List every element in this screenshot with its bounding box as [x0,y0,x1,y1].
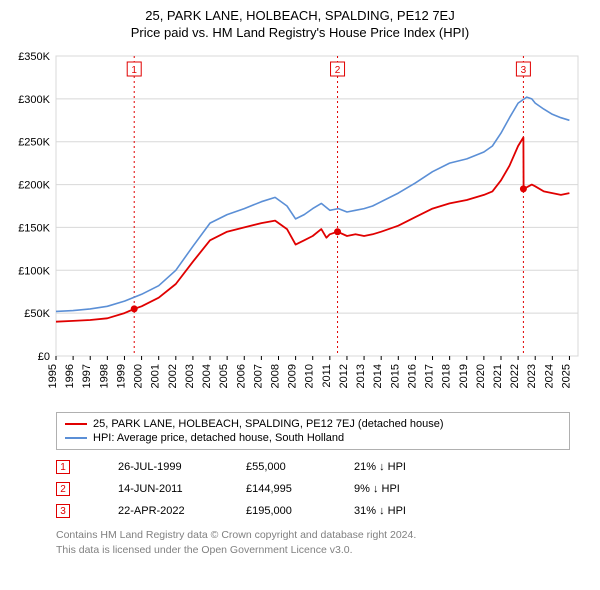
svg-text:2020: 2020 [475,364,487,388]
svg-text:2015: 2015 [389,364,401,388]
svg-text:2009: 2009 [287,364,299,388]
event-date-3: 22-APR-2022 [118,505,228,517]
event-row-1: 1 26-JUL-1999 £55,000 21% ↓ HPI [56,456,570,478]
svg-text:2012: 2012 [338,364,350,388]
svg-text:2001: 2001 [150,364,162,388]
svg-text:£50K: £50K [24,308,50,320]
svg-text:2004: 2004 [201,364,213,388]
svg-text:2000: 2000 [133,364,145,388]
svg-text:£200K: £200K [18,180,50,192]
svg-text:2014: 2014 [372,364,384,388]
event-diff-3: 31% ↓ HPI [354,505,406,517]
svg-text:2021: 2021 [492,364,504,388]
event-date-1: 26-JUL-1999 [118,461,228,473]
svg-text:2023: 2023 [526,364,538,388]
svg-text:2002: 2002 [167,364,179,388]
svg-text:3: 3 [521,65,527,76]
svg-text:2019: 2019 [458,364,470,388]
legend-item-hpi: HPI: Average price, detached house, Sout… [65,431,561,445]
event-row-3: 3 22-APR-2022 £195,000 31% ↓ HPI [56,500,570,522]
svg-text:2011: 2011 [321,364,333,388]
svg-text:1998: 1998 [98,364,110,388]
legend-label-hpi: HPI: Average price, detached house, Sout… [93,432,344,444]
svg-text:1997: 1997 [81,364,93,388]
svg-text:£350K: £350K [18,51,50,63]
price-chart: £0 £50K £100K £150K £200K £250K £300K £350K 1995… [10,46,590,406]
svg-text:£250K: £250K [18,137,50,149]
chart-container: 25, PARK LANE, HOLBEACH, SPALDING, PE12 … [0,0,600,567]
legend-label-property: 25, PARK LANE, HOLBEACH, SPALDING, PE12 … [93,418,444,430]
svg-text:2017: 2017 [424,364,436,388]
svg-text:2010: 2010 [304,364,316,388]
sale-events: 1 26-JUL-1999 £55,000 21% ↓ HPI 2 14-JUN… [56,456,570,522]
event-price-1: £55,000 [246,461,336,473]
event-price-3: £195,000 [246,505,336,517]
svg-text:2006: 2006 [235,364,247,388]
legend: 25, PARK LANE, HOLBEACH, SPALDING, PE12 … [56,412,570,450]
svg-text:1999: 1999 [115,364,127,388]
svg-text:£100K: £100K [18,265,50,277]
svg-text:2008: 2008 [269,364,281,388]
title-sub: Price paid vs. HM Land Registry's House … [10,25,590,40]
svg-text:£0: £0 [38,351,50,363]
attribution-line2: This data is licensed under the Open Gov… [56,543,570,558]
event-marker-2: 2 [56,482,70,496]
chart-svg: £0 £50K £100K £150K £200K £250K £300K £350K 1995… [10,46,590,406]
title-main: 25, PARK LANE, HOLBEACH, SPALDING, PE12 … [10,8,590,23]
svg-text:1: 1 [131,65,137,76]
svg-text:1995: 1995 [47,364,59,388]
legend-swatch-hpi [65,437,87,439]
svg-text:2007: 2007 [252,364,264,388]
svg-text:2005: 2005 [218,364,230,388]
legend-item-property: 25, PARK LANE, HOLBEACH, SPALDING, PE12 … [65,417,561,431]
svg-text:2025: 2025 [560,364,572,388]
svg-text:2022: 2022 [509,364,521,388]
legend-swatch-property [65,423,87,425]
attribution-line1: Contains HM Land Registry data © Crown c… [56,528,570,543]
title-block: 25, PARK LANE, HOLBEACH, SPALDING, PE12 … [10,8,590,40]
svg-text:£150K: £150K [18,222,50,234]
svg-text:£300K: £300K [18,94,50,106]
svg-text:2013: 2013 [355,364,367,388]
attribution: Contains HM Land Registry data © Crown c… [56,528,570,557]
event-price-2: £144,995 [246,483,336,495]
svg-text:1996: 1996 [64,364,76,388]
svg-text:2: 2 [335,65,341,76]
event-row-2: 2 14-JUN-2011 £144,995 9% ↓ HPI [56,478,570,500]
event-diff-2: 9% ↓ HPI [354,483,400,495]
svg-text:2003: 2003 [184,364,196,388]
svg-text:2018: 2018 [441,364,453,388]
event-date-2: 14-JUN-2011 [118,483,228,495]
svg-text:2024: 2024 [543,364,555,388]
event-marker-1: 1 [56,460,70,474]
event-marker-3: 3 [56,504,70,518]
event-diff-1: 21% ↓ HPI [354,461,406,473]
svg-text:2016: 2016 [406,364,418,388]
